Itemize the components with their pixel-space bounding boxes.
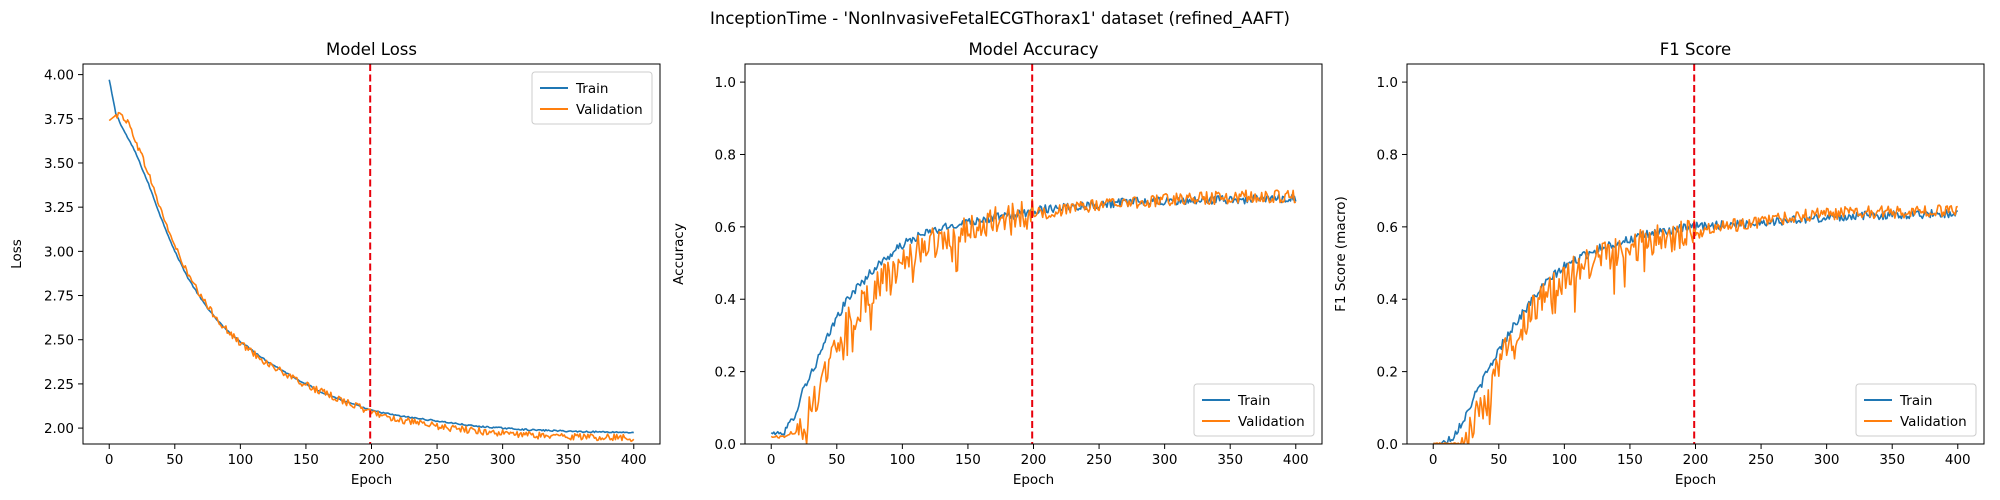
panel-title: Model Accuracy	[968, 40, 1098, 59]
panel-title: F1 Score	[1660, 40, 1731, 59]
y-tick-label: 2.50	[44, 333, 74, 349]
legend-label-validation: Validation	[1900, 414, 1967, 430]
panel-3: F1 Score 0 50 100 150 200 250 300 350 400 0.0 0.2 0.…	[1333, 40, 1985, 488]
legend-box	[531, 71, 653, 125]
series-line-train	[108, 79, 634, 434]
x-tick-label: 400	[621, 452, 647, 468]
x-tick-label: 50	[1490, 452, 1507, 468]
y-axis-label: Accuracy	[671, 223, 687, 285]
x-tick-label: 100	[1551, 452, 1577, 468]
legend-label-train: Train	[1899, 393, 1932, 409]
y-tick-label: 0.4	[715, 292, 736, 308]
series-line-validation	[108, 111, 635, 443]
y-tick-label: 4.00	[44, 68, 74, 84]
x-tick-label: 0	[767, 452, 776, 468]
y-tick-label: 1.0	[715, 75, 736, 91]
y-tick-label: 0.0	[1377, 437, 1398, 453]
legend: Train Validation	[1855, 383, 1977, 437]
y-tick-label: 0.4	[1377, 292, 1398, 308]
x-axis-label: Epoch	[351, 472, 392, 488]
legend-label-train: Train	[575, 81, 608, 97]
x-tick-label: 150	[293, 452, 319, 468]
y-tick-label: 0.2	[715, 365, 736, 381]
legend-box	[1855, 383, 1977, 437]
x-tick-label: 400	[1283, 452, 1309, 468]
x-tick-label: 0	[105, 452, 114, 468]
x-tick-label: 100	[889, 452, 915, 468]
x-tick-label: 50	[166, 452, 183, 468]
legend: Train Validation	[1193, 383, 1315, 437]
y-tick-label: 0.6	[1377, 220, 1398, 236]
x-tick-label: 200	[359, 452, 385, 468]
y-tick-label: 0.8	[715, 147, 736, 163]
panel-2: Model Accuracy 0 50 100 150 200 250 300 350 400 0.…	[671, 40, 1323, 488]
x-tick-label: 150	[1617, 452, 1643, 468]
y-tick-label: 3.25	[44, 200, 74, 216]
legend: Train Validation	[531, 71, 653, 125]
y-axis-label: Loss	[9, 239, 25, 269]
panel-title: Model Loss	[326, 40, 417, 59]
x-tick-label: 250	[1086, 452, 1112, 468]
x-axis-label: Epoch	[1013, 472, 1054, 488]
y-tick-label: 3.75	[44, 112, 74, 128]
series-line-validation	[1433, 204, 1958, 444]
legend-label-validation: Validation	[576, 102, 643, 118]
legend-label-validation: Validation	[1238, 414, 1305, 430]
x-tick-label: 250	[1748, 452, 1774, 468]
y-tick-label: 3.00	[44, 244, 74, 260]
panel-1: Model Loss 0 50 100 150 200 250 300 350 400 2.00 2.…	[9, 40, 661, 488]
x-tick-label: 100	[227, 452, 253, 468]
y-tick-label: 2.00	[44, 421, 74, 437]
x-tick-label: 50	[828, 452, 845, 468]
y-tick-label: 0.2	[1377, 365, 1398, 381]
x-tick-label: 150	[955, 452, 981, 468]
series-line-validation	[770, 189, 1297, 444]
x-tick-label: 0	[1429, 452, 1438, 468]
y-tick-label: 2.75	[44, 289, 74, 305]
y-tick-label: 1.0	[1377, 75, 1398, 91]
x-tick-label: 200	[1021, 452, 1047, 468]
y-tick-label: 0.8	[1377, 147, 1398, 163]
x-tick-label: 300	[1152, 452, 1178, 468]
x-tick-label: 400	[1945, 452, 1971, 468]
y-axis-label: F1 Score (macro)	[1333, 196, 1349, 312]
x-tick-label: 250	[424, 452, 450, 468]
x-tick-label: 350	[1217, 452, 1243, 468]
y-tick-label: 2.25	[44, 377, 74, 393]
x-tick-label: 200	[1683, 452, 1709, 468]
y-tick-label: 3.50	[44, 156, 74, 172]
x-axis-label: Epoch	[1675, 472, 1716, 488]
x-tick-label: 350	[1879, 452, 1905, 468]
x-tick-label: 300	[1814, 452, 1840, 468]
legend-box	[1193, 383, 1315, 437]
x-tick-label: 350	[555, 452, 581, 468]
figure-suptitle: InceptionTime - 'NonInvasiveFetalECGThor…	[710, 9, 1290, 29]
y-tick-label: 0.0	[715, 437, 736, 453]
legend-label-train: Train	[1237, 393, 1270, 409]
y-tick-label: 0.6	[715, 220, 736, 236]
x-tick-label: 300	[490, 452, 516, 468]
